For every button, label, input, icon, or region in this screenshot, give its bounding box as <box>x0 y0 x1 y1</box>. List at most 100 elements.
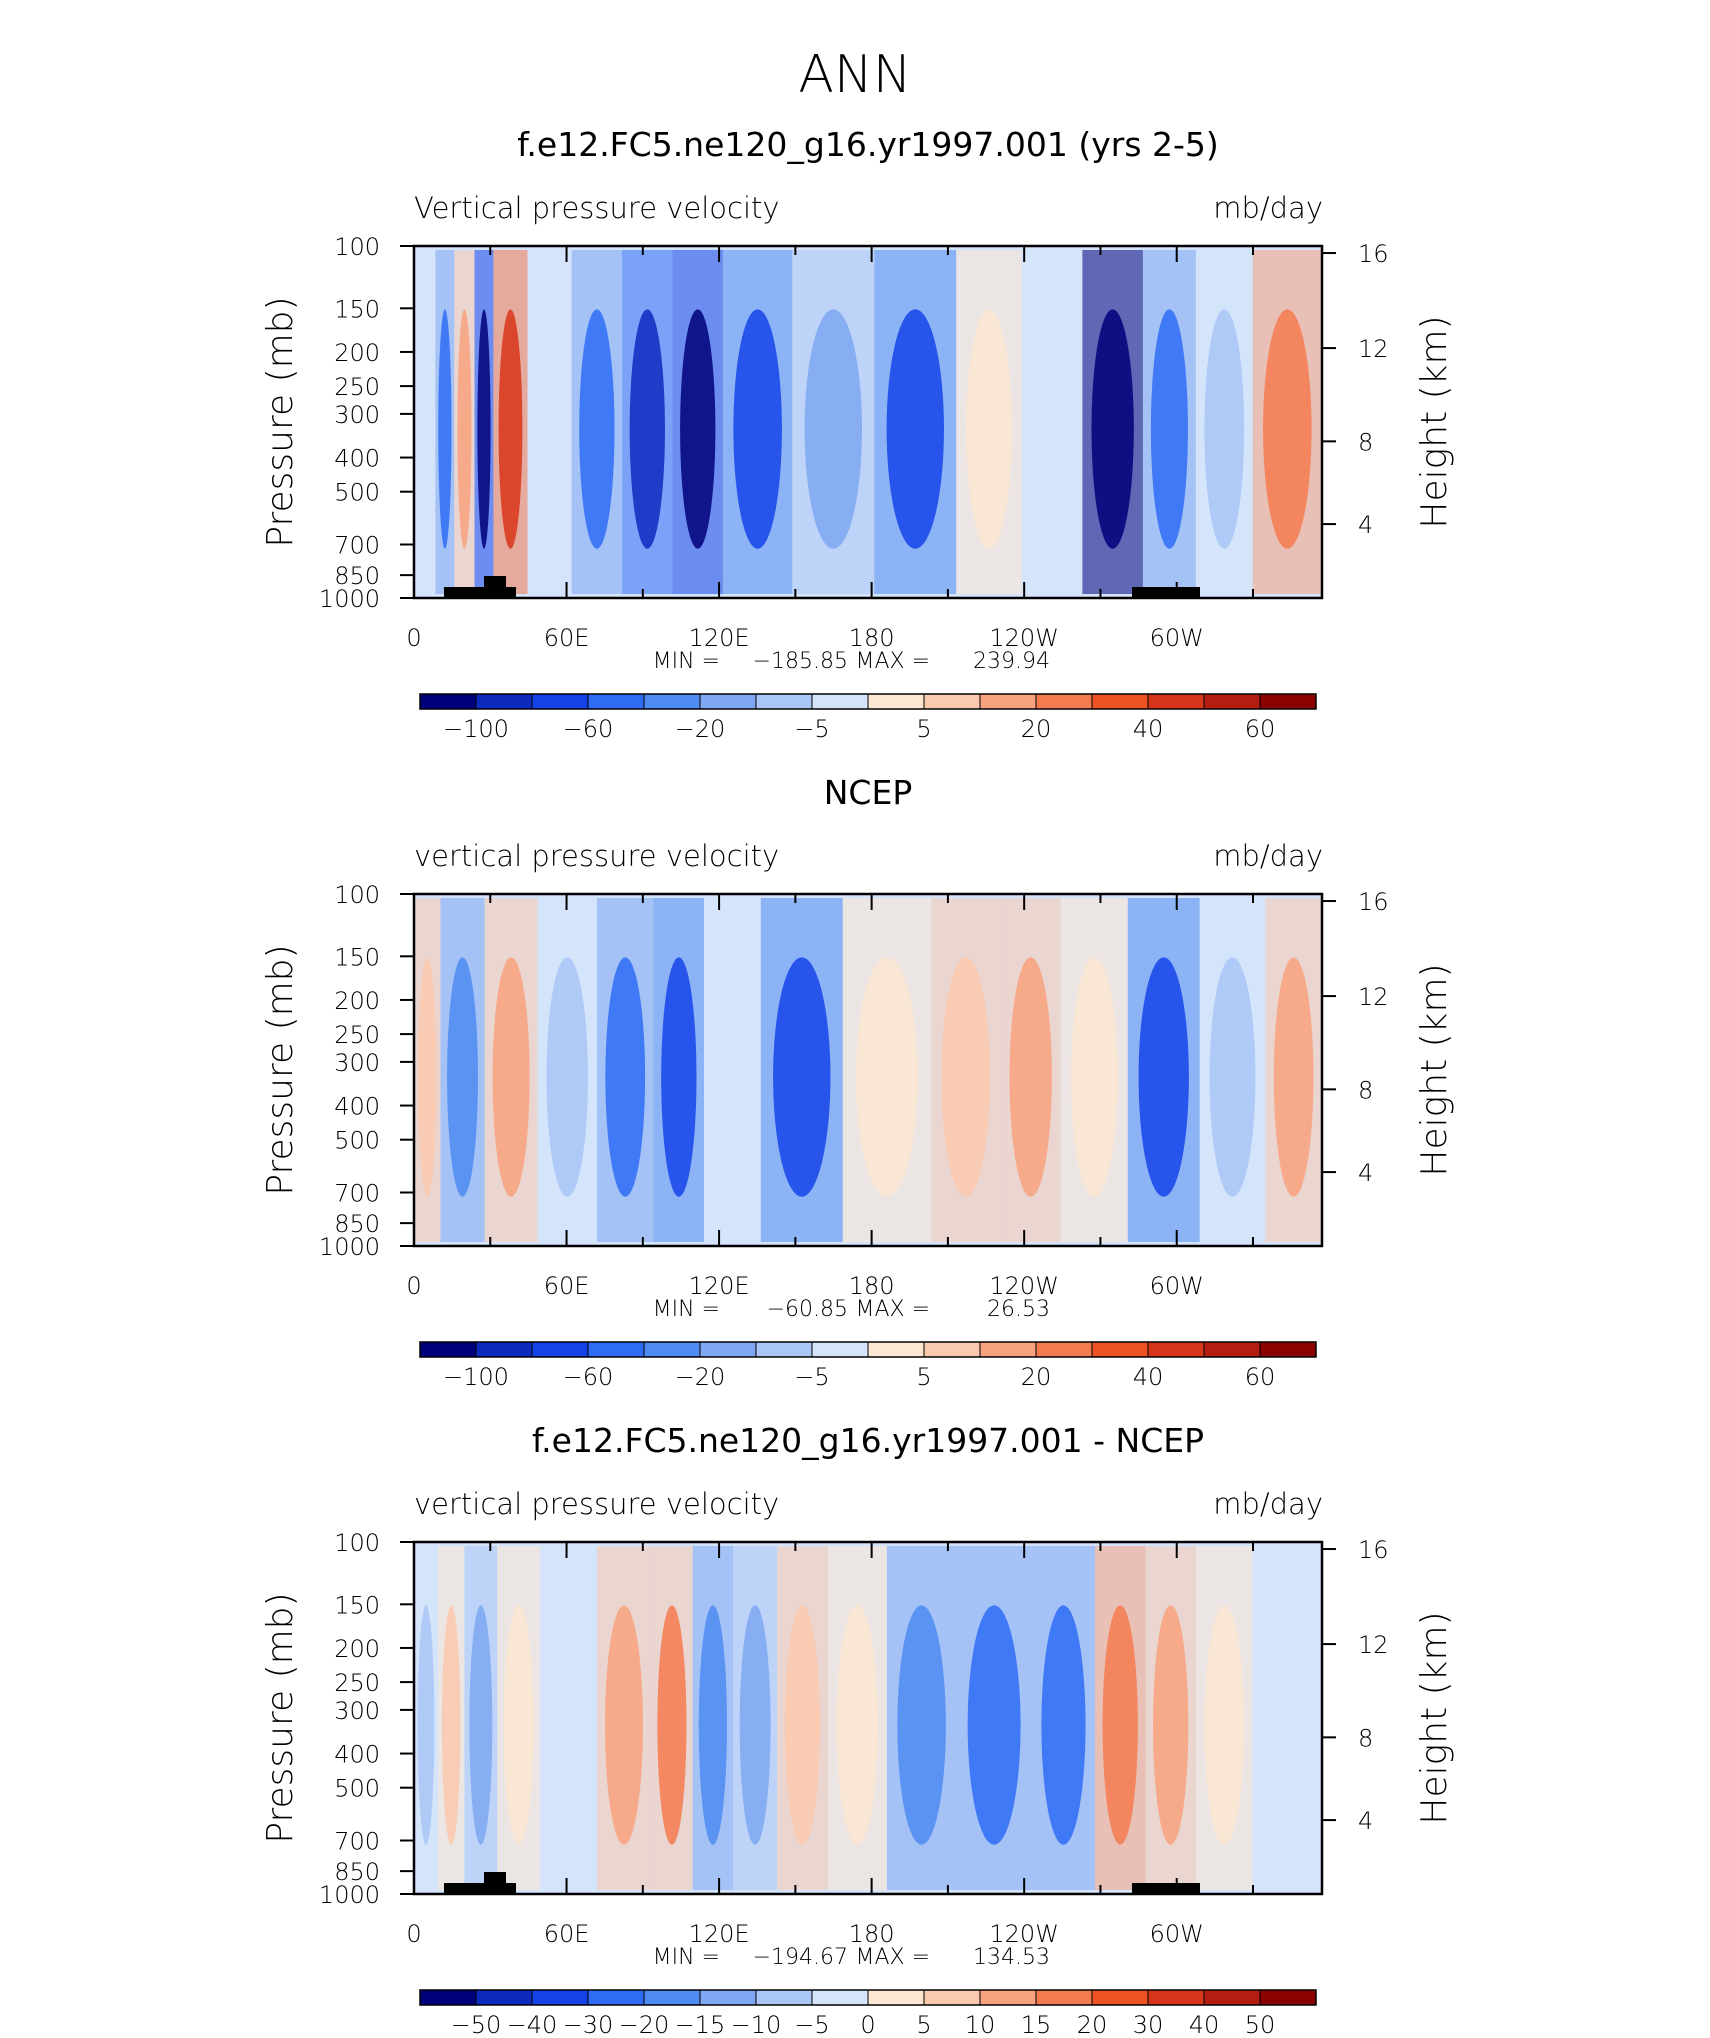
panel-title: f.e12.FC5.ne120_g16.yr1997.001 (yrs 2-5) <box>517 125 1219 164</box>
pressure-tick-label: 700 <box>334 531 380 559</box>
pressure-tick-label: 1000 <box>319 1233 380 1261</box>
topography <box>484 1872 506 1884</box>
data-core <box>657 1605 687 1845</box>
data-core <box>1070 957 1118 1197</box>
colorbar-swatch <box>531 1341 589 1358</box>
lon-tick-label: 120W <box>989 624 1059 652</box>
pressure-tick-label: 400 <box>334 445 380 473</box>
data-core <box>773 957 831 1197</box>
min-value: −60.85 <box>767 1297 848 1322</box>
variable-label: Vertical pressure velocity <box>414 191 780 225</box>
panel-3: f.e12.FC5.ne120_g16.yr1997.001 - NCEP ver… <box>260 1421 1455 2038</box>
panel-title: NCEP <box>824 773 912 812</box>
colorbar-label: −20 <box>675 715 726 743</box>
max-value: 134.53 <box>973 1945 1050 1970</box>
colorbar-label: 50 <box>1245 2011 1276 2038</box>
min-label: MIN = <box>653 649 720 674</box>
colorbar-swatch <box>1147 693 1205 710</box>
pressure-tick-label: 200 <box>334 339 380 367</box>
pressure-tick-label: 500 <box>334 1127 380 1155</box>
colorbar-label: −10 <box>731 2011 782 2038</box>
pressure-tick-label: 150 <box>334 943 380 971</box>
lon-tick-label: 60W <box>1150 624 1204 652</box>
data-core <box>548 1605 589 1845</box>
lon-tick-label: 60W <box>1150 1272 1204 1300</box>
plot-frame <box>412 1540 1324 1896</box>
min-value: −194.67 <box>753 1945 848 1970</box>
colorbar-swatch <box>643 1989 701 2006</box>
min-value: −185.85 <box>753 649 848 674</box>
y-axis-title: Pressure (mb) <box>260 296 301 547</box>
colorbar-label: −60 <box>563 1363 614 1391</box>
colorbar-swatch <box>1091 1341 1149 1358</box>
pressure-tick-label: 400 <box>334 1093 380 1121</box>
colorbar-label: −30 <box>563 2011 614 2038</box>
pressure-tick-label: 250 <box>334 1021 380 1049</box>
data-core <box>604 1605 643 1845</box>
data-core <box>836 1605 879 1845</box>
data-core <box>680 309 716 549</box>
lon-tick-label: 120W <box>989 1272 1059 1300</box>
data-core <box>712 957 753 1197</box>
colorbar-frame <box>419 1989 1317 2006</box>
data-core <box>733 309 782 549</box>
variable-label: vertical pressure velocity <box>414 839 779 873</box>
colorbar-swatch <box>531 1989 589 2006</box>
colorbar-label: 20 <box>1077 2011 1108 2038</box>
colorbar-label: −40 <box>507 2011 558 2038</box>
lon-tick-label: 0 <box>406 624 421 652</box>
colorbar-swatch <box>419 1989 477 2006</box>
data-core <box>661 957 697 1197</box>
colorbar-swatch <box>1035 1341 1093 1358</box>
units-label: mb/day <box>1213 839 1323 873</box>
colorbar-swatch <box>811 1341 869 1358</box>
lon-tick-label: 120W <box>989 1920 1059 1948</box>
colorbar-swatch <box>1147 1989 1205 2006</box>
data-core <box>579 309 615 549</box>
lon-tick-label: 120E <box>689 1920 750 1948</box>
lon-tick-label: 60E <box>544 1920 590 1948</box>
data-core <box>856 957 918 1197</box>
colorbar-label: 40 <box>1133 715 1164 743</box>
data-core <box>1041 1605 1086 1845</box>
data-core <box>1209 957 1256 1197</box>
colorbar-swatch <box>1035 1989 1093 2006</box>
colorbar-label: 20 <box>1021 1363 1052 1391</box>
colorbar-swatch <box>923 1341 981 1358</box>
pressure-tick-label: 100 <box>334 881 380 909</box>
pressure-tick-label: 700 <box>334 1827 380 1855</box>
data-core <box>784 1605 821 1845</box>
y-axis-title: Pressure (mb) <box>260 1592 301 1843</box>
pressure-tick-label: 850 <box>334 1858 380 1886</box>
topography <box>1132 587 1200 598</box>
colorbar-swatch <box>475 693 533 710</box>
y2-axis-title: Height (km) <box>1414 1611 1455 1824</box>
max-label: MAX = <box>855 649 930 674</box>
colorbar-swatch <box>1203 1341 1261 1358</box>
height-tick-label: 12 <box>1358 1631 1389 1659</box>
topography <box>444 587 516 598</box>
colorbar-label: 5 <box>916 715 931 743</box>
colorbar-swatch <box>419 1341 477 1358</box>
colorbar-frame <box>419 1341 1317 1358</box>
colorbar-swatch <box>979 693 1037 710</box>
topography <box>1132 1883 1200 1894</box>
pressure-tick-label: 200 <box>334 1635 380 1663</box>
colorbar-swatch <box>475 1989 533 2006</box>
data-core <box>886 309 944 549</box>
colorbar-swatch <box>1091 693 1149 710</box>
colorbar-swatch <box>699 1341 757 1358</box>
colorbar-label: 10 <box>965 2011 996 2038</box>
colorbar-swatch <box>1259 1341 1317 1358</box>
pressure-tick-label: 300 <box>334 1697 380 1725</box>
height-tick-label: 16 <box>1358 1536 1389 1564</box>
height-tick-label: 8 <box>1358 428 1373 456</box>
height-tick-label: 8 <box>1358 1076 1373 1104</box>
height-tick-label: 16 <box>1358 240 1389 268</box>
data-core <box>1138 957 1189 1197</box>
topography <box>444 1883 516 1894</box>
colorbar-swatch <box>867 1341 925 1358</box>
colorbar-swatch <box>419 693 477 710</box>
colorbar-label: −100 <box>443 715 509 743</box>
